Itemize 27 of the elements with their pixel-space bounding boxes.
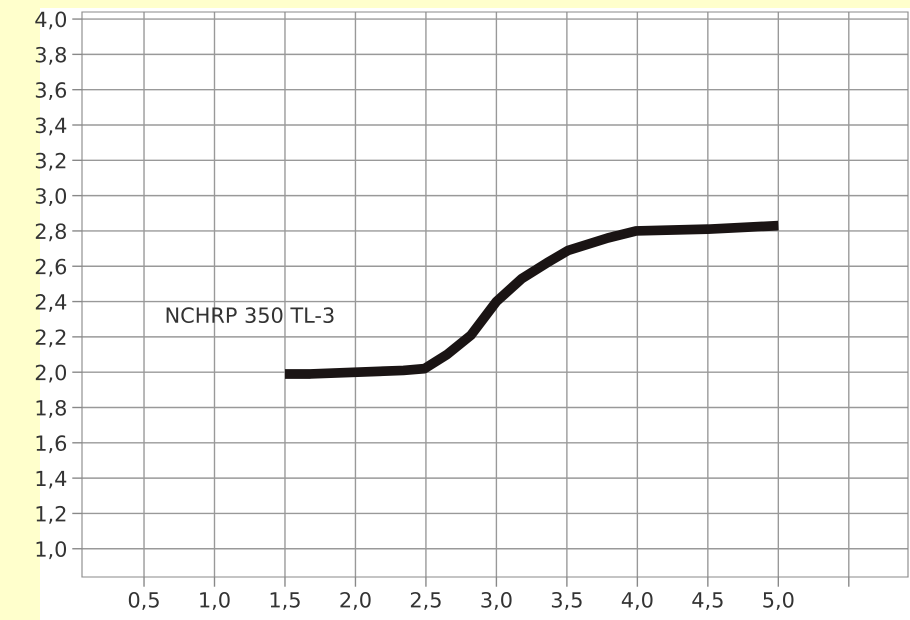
y-tick-label: 3,6 — [36, 82, 66, 100]
x-tick-label: 3,0 — [481, 592, 512, 610]
y-tick-label: 1,2 — [36, 506, 66, 524]
x-tick-label: 2,0 — [340, 592, 371, 610]
x-tick-label: 3,5 — [552, 592, 582, 610]
x-tick-label: 4,0 — [622, 592, 653, 610]
y-tick-label: 1,4 — [36, 470, 66, 488]
y-tick-label: 2,0 — [36, 364, 66, 383]
x-tick-label: 0,5 — [128, 592, 159, 610]
y-tick-label: 1,6 — [36, 435, 66, 454]
text: NCHRP 350 TL-3 — [166, 307, 334, 324]
y-tick-label: 1,0 — [36, 541, 66, 560]
y-tick-label: 4,0 — [35, 12, 66, 30]
y-tick-label: 3,8 — [36, 46, 66, 65]
x-tick-label: 2,5 — [410, 592, 441, 610]
y-tick-label: 3,2 — [36, 152, 66, 171]
y-tick-label: 2,2 — [36, 329, 66, 348]
x-tick-label: 5,0 — [763, 592, 794, 610]
x-tick-label: 1,0 — [200, 592, 230, 610]
x-tick-label: 1,5 — [270, 592, 300, 610]
y-tick-label: 1,8 — [36, 400, 66, 418]
x-tick-label: 4,5 — [692, 592, 723, 610]
y-tick-label: 2,6 — [36, 258, 66, 277]
y-tick-label: 2,8 — [36, 223, 66, 242]
y-tick-label: 3,4 — [36, 117, 66, 136]
y-tick-label: 3,0 — [36, 188, 66, 206]
y-tick-label: 2,4 — [36, 294, 66, 312]
